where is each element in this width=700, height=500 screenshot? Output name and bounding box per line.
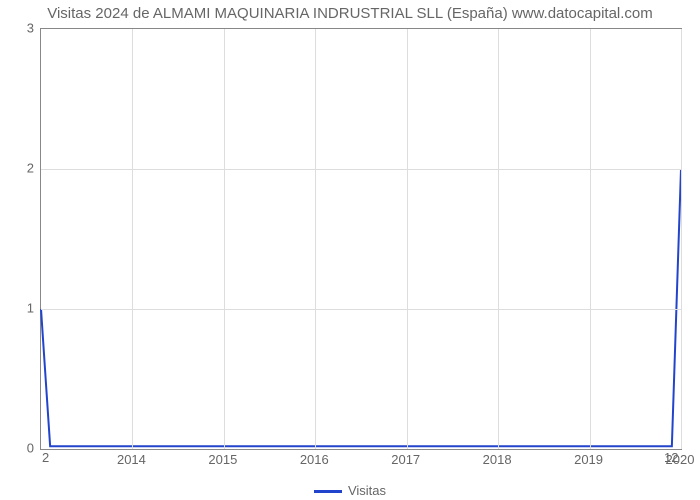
chart-title: Visitas 2024 de ALMAMI MAQUINARIA INDRUS… [0, 5, 700, 22]
y-tick-label: 0 [0, 441, 34, 456]
y-tick-label: 1 [0, 301, 34, 316]
legend: Visitas [0, 483, 700, 498]
plot-area [40, 28, 682, 450]
gridline-vertical [498, 29, 499, 449]
data-line-svg [41, 29, 681, 449]
gridline-vertical [590, 29, 591, 449]
legend-swatch [314, 490, 342, 493]
gridline-vertical [132, 29, 133, 449]
gridline-vertical [681, 29, 682, 449]
series-start-label: 2 [42, 450, 49, 465]
x-tick-label: 2016 [300, 452, 329, 467]
legend-label: Visitas [348, 483, 386, 498]
x-tick-label: 2015 [208, 452, 237, 467]
x-tick-label: 2018 [483, 452, 512, 467]
series-line [41, 169, 681, 446]
gridline-vertical [224, 29, 225, 449]
series-end-label: 12 [664, 450, 678, 465]
gridline-horizontal [41, 309, 681, 310]
gridline-vertical [315, 29, 316, 449]
x-tick-label: 2017 [391, 452, 420, 467]
gridline-vertical [407, 29, 408, 449]
y-tick-label: 3 [0, 21, 34, 36]
y-tick-label: 2 [0, 161, 34, 176]
x-tick-label: 2014 [117, 452, 146, 467]
chart-container: Visitas 2024 de ALMAMI MAQUINARIA INDRUS… [0, 0, 700, 500]
x-tick-label: 2019 [574, 452, 603, 467]
gridline-horizontal [41, 169, 681, 170]
